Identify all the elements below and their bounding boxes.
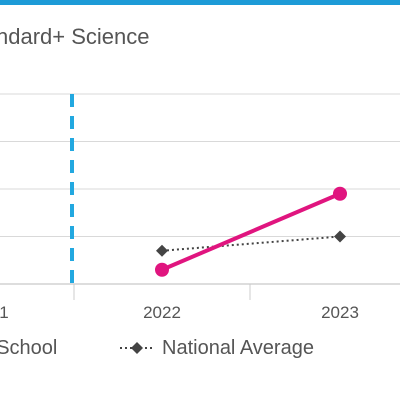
series-line-national xyxy=(161,235,341,252)
legend-item-school[interactable]: r School xyxy=(0,334,57,362)
chart-legend: r School National Average xyxy=(0,334,400,364)
legend-label-school: r School xyxy=(0,337,58,359)
legend-swatch-national xyxy=(120,342,154,354)
chart-title: ndard+ Science xyxy=(0,24,150,49)
data-point-national xyxy=(156,244,168,257)
data-point-school xyxy=(155,262,169,277)
legend-item-national[interactable]: National Average xyxy=(120,334,314,362)
x-tick-label: 2022 xyxy=(143,303,181,322)
x-tick-label: 1 xyxy=(0,303,9,322)
x-tick-label: 2023 xyxy=(321,303,359,322)
series-line-school xyxy=(161,191,341,272)
data-point-school xyxy=(333,186,347,201)
header-accent-bar xyxy=(0,0,400,5)
legend-label-national: National Average xyxy=(162,337,314,359)
data-point-national xyxy=(334,230,346,243)
